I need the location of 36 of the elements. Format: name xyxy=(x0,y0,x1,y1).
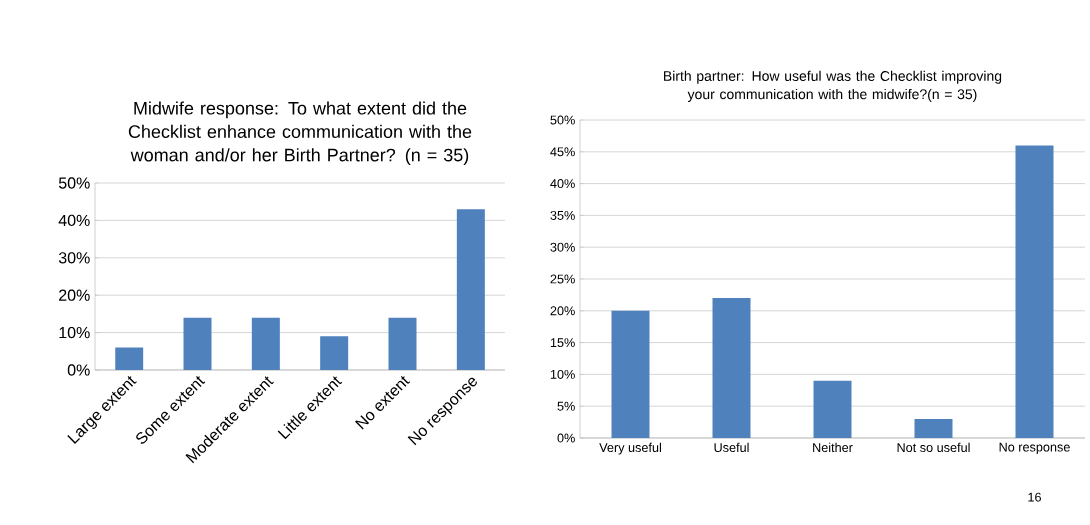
bar xyxy=(712,298,751,438)
y-tick-label: 50% xyxy=(58,177,90,189)
x-tick-label: Neither xyxy=(813,442,853,452)
y-tick-label: 45% xyxy=(550,147,575,157)
y-tick-label: 10% xyxy=(59,326,90,339)
bar xyxy=(183,317,212,370)
y-tick-label: 5% xyxy=(557,401,575,411)
y-tick-label: 30% xyxy=(550,242,575,252)
bar xyxy=(1015,145,1054,438)
bar xyxy=(456,209,485,370)
bar xyxy=(251,317,280,370)
y-tick-label: 25% xyxy=(550,274,575,284)
y-tick-label: 15% xyxy=(550,338,575,348)
y-tick-label: 20% xyxy=(550,306,575,316)
bar xyxy=(115,347,144,370)
y-tick-label: 40% xyxy=(58,214,90,227)
y-tick-label: 20% xyxy=(59,289,90,301)
x-tick-label: No response xyxy=(999,442,1070,455)
bar xyxy=(320,336,349,370)
bar xyxy=(388,317,417,370)
y-tick-label: 0% xyxy=(67,364,90,376)
bar xyxy=(813,380,852,438)
chart-title: Birth partner: How useful was the Checklist improving your communication with the midwife?(n = 35) xyxy=(664,70,1002,102)
bar xyxy=(914,418,953,438)
chart-title: Midwife response: To what extent did the Checklist enhance communication with the woman and/or her Birth Partner? (n = 35) xyxy=(128,101,472,165)
y-tick-label: 30% xyxy=(58,252,90,264)
bar xyxy=(611,310,650,438)
text: 16 xyxy=(1028,492,1041,502)
y-tick-label: 0% xyxy=(557,433,575,443)
y-tick-label: 35% xyxy=(550,210,575,220)
x-tick-label: Very useful xyxy=(599,442,661,455)
y-tick-label: 40% xyxy=(550,179,575,189)
y-tick-label: 50% xyxy=(550,115,575,125)
x-tick-label: Not so useful xyxy=(897,442,970,452)
x-tick-label: Useful xyxy=(714,442,749,452)
y-tick-label: 10% xyxy=(550,369,575,379)
